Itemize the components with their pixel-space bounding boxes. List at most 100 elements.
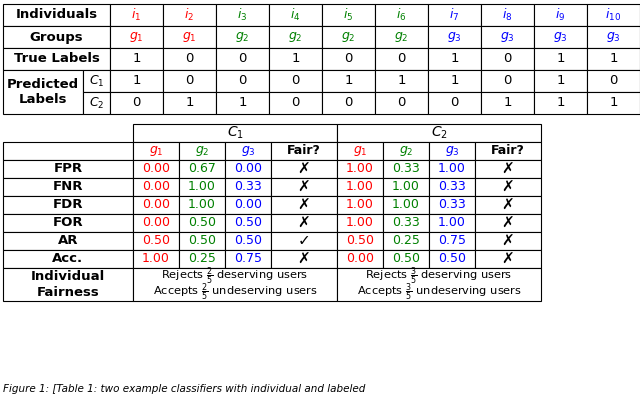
Bar — [481, 48, 534, 70]
Bar — [3, 196, 133, 214]
Bar — [322, 48, 375, 70]
Bar — [383, 196, 429, 214]
Text: $g_{2}$: $g_{2}$ — [288, 30, 303, 44]
Text: 1.00: 1.00 — [392, 180, 420, 194]
Bar — [133, 178, 179, 196]
Bar — [534, 26, 587, 48]
Text: 0.25: 0.25 — [392, 235, 420, 247]
Text: 1.00: 1.00 — [346, 217, 374, 229]
Bar — [383, 160, 429, 178]
Bar — [179, 196, 225, 214]
Bar — [133, 196, 179, 214]
Bar — [110, 48, 163, 70]
Text: $i_{6}$: $i_{6}$ — [396, 7, 407, 23]
Text: 1.00: 1.00 — [188, 198, 216, 211]
Bar — [179, 232, 225, 250]
Bar — [481, 70, 534, 92]
Bar — [269, 70, 322, 92]
Text: 1: 1 — [609, 53, 618, 65]
Text: 1: 1 — [291, 53, 300, 65]
Text: 0.33: 0.33 — [392, 162, 420, 176]
Bar — [269, 92, 322, 114]
Text: 0.00: 0.00 — [234, 198, 262, 211]
Bar — [225, 196, 271, 214]
Text: 1.00: 1.00 — [346, 162, 374, 176]
Bar — [337, 124, 541, 142]
Text: 0: 0 — [291, 75, 300, 87]
Text: 0.33: 0.33 — [438, 198, 466, 211]
Text: 0.00: 0.00 — [142, 180, 170, 194]
Text: $i_{8}$: $i_{8}$ — [502, 7, 513, 23]
Text: 0.50: 0.50 — [188, 235, 216, 247]
Bar — [475, 142, 541, 160]
Bar — [429, 178, 475, 196]
Text: $g_1$: $g_1$ — [148, 144, 163, 158]
Bar — [428, 92, 481, 114]
Text: $i_{3}$: $i_{3}$ — [237, 7, 248, 23]
Bar — [322, 92, 375, 114]
Text: Fair?: Fair? — [287, 144, 321, 158]
Bar — [3, 160, 133, 178]
Bar — [429, 160, 475, 178]
Bar — [337, 142, 383, 160]
Bar — [337, 250, 383, 268]
Text: 0: 0 — [503, 53, 512, 65]
Text: 1.00: 1.00 — [346, 180, 374, 194]
Bar — [110, 26, 163, 48]
Bar — [375, 48, 428, 70]
Text: 0: 0 — [238, 75, 246, 87]
Bar — [216, 70, 269, 92]
Bar — [383, 250, 429, 268]
Bar — [83, 70, 110, 92]
Bar — [481, 26, 534, 48]
Bar — [383, 178, 429, 196]
Bar — [475, 196, 541, 214]
Bar — [322, 26, 375, 48]
Text: $i_{9}$: $i_{9}$ — [556, 7, 566, 23]
Text: 0: 0 — [397, 97, 406, 109]
Text: 1.00: 1.00 — [438, 162, 466, 176]
Bar — [428, 70, 481, 92]
Bar — [133, 124, 337, 142]
Text: Fair?: Fair? — [491, 144, 525, 158]
Text: FDR: FDR — [52, 198, 83, 211]
Bar — [225, 160, 271, 178]
Bar — [216, 92, 269, 114]
Text: 0: 0 — [238, 53, 246, 65]
Text: FOR: FOR — [52, 217, 83, 229]
Text: 0: 0 — [397, 53, 406, 65]
Bar — [429, 142, 475, 160]
Text: $i_{2}$: $i_{2}$ — [184, 7, 195, 23]
Text: 1: 1 — [344, 75, 353, 87]
Bar — [271, 196, 337, 214]
Bar — [269, 48, 322, 70]
Bar — [163, 4, 216, 26]
Text: $g_{2}$: $g_{2}$ — [236, 30, 250, 44]
Text: Individuals: Individuals — [15, 8, 97, 22]
Text: 1: 1 — [556, 75, 564, 87]
Text: Individual
Fairness: Individual Fairness — [31, 271, 105, 298]
Text: 0: 0 — [132, 97, 141, 109]
Bar — [337, 196, 383, 214]
Bar — [271, 160, 337, 178]
Bar — [481, 4, 534, 26]
Bar — [269, 4, 322, 26]
Text: Accepts $\frac{2}{5}$ undeserving users: Accepts $\frac{2}{5}$ undeserving users — [152, 282, 317, 303]
Text: 0.50: 0.50 — [234, 217, 262, 229]
Bar — [271, 232, 337, 250]
Bar — [383, 214, 429, 232]
Bar — [133, 232, 179, 250]
Text: ✗: ✗ — [502, 233, 515, 249]
Bar — [133, 250, 179, 268]
Bar — [383, 142, 429, 160]
Bar — [225, 250, 271, 268]
Text: 1: 1 — [556, 53, 564, 65]
Bar — [179, 142, 225, 160]
Bar — [587, 26, 640, 48]
Bar — [337, 232, 383, 250]
Bar — [428, 26, 481, 48]
Bar — [475, 160, 541, 178]
Bar — [179, 214, 225, 232]
Text: 0.50: 0.50 — [438, 253, 466, 265]
Bar — [133, 160, 179, 178]
